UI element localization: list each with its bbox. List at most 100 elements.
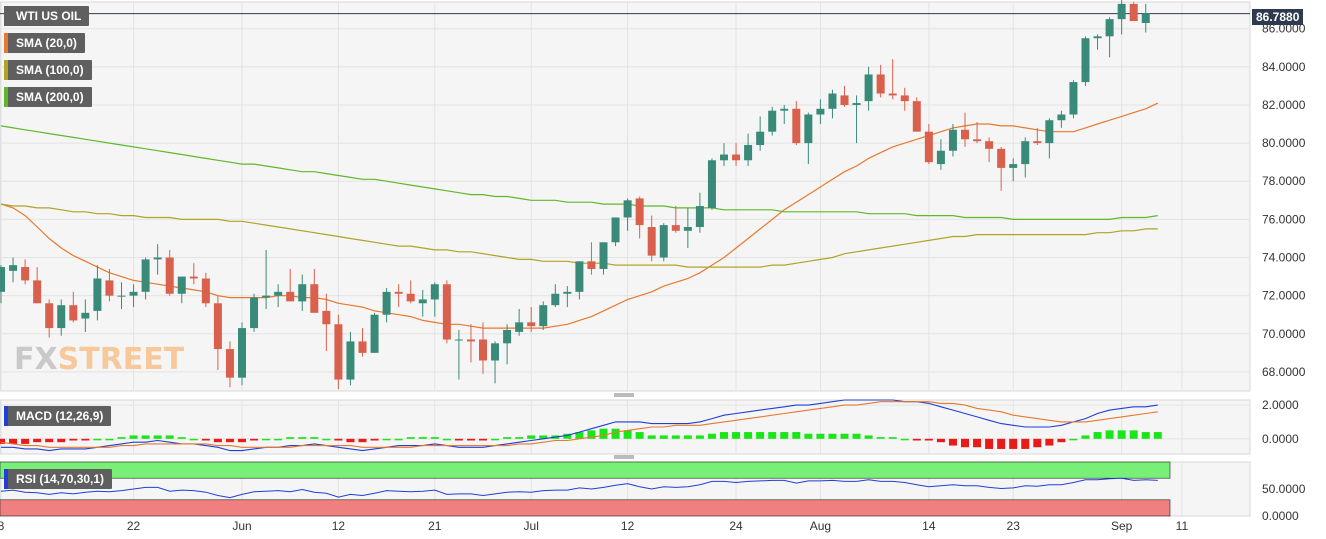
candle-body <box>647 227 656 256</box>
legend-macd[interactable]: MACD (12,26,9) <box>4 406 112 426</box>
legend-sma100-label: SMA (100,0) <box>16 63 84 77</box>
macd-histogram-bar <box>864 435 873 439</box>
macd-histogram-bar <box>1153 432 1162 439</box>
legend-sma200[interactable]: SMA (200,0) <box>4 87 92 107</box>
candle-body <box>1141 13 1150 23</box>
x-tick-label: Sep <box>1111 519 1133 533</box>
x-tick-label: 14 <box>922 519 936 533</box>
candle-body <box>141 259 150 292</box>
macd-histogram-bar <box>322 438 331 441</box>
candle-body <box>539 305 548 327</box>
legend-macd-label: MACD (12,26,9) <box>16 409 104 423</box>
candle-body <box>780 108 789 111</box>
macd-histogram-bar <box>81 438 90 441</box>
macd-histogram-bar <box>744 432 753 439</box>
candle-body <box>683 227 692 231</box>
macd-histogram-bar <box>985 438 994 449</box>
x-tick-label: 12 <box>332 519 346 533</box>
macd-histogram-bar <box>165 435 174 439</box>
macd-histogram-bar <box>105 438 114 441</box>
sma-line-2 <box>0 125 1158 220</box>
candle-body <box>394 291 403 294</box>
candle-body <box>563 291 572 294</box>
candle-body <box>129 291 138 296</box>
macd-histogram-bar <box>924 438 933 441</box>
candle-body <box>973 139 982 142</box>
macd-histogram-bar <box>804 433 813 439</box>
candle-body <box>503 329 512 344</box>
macd-histogram-bar <box>141 435 150 439</box>
rsi-oversold-band <box>0 499 1171 517</box>
candle-body <box>382 291 391 315</box>
macd-histogram-bar <box>442 438 451 441</box>
y-tick-label: 74.0000 <box>1262 251 1306 265</box>
candle-body <box>852 103 861 105</box>
watermark-part1: FX <box>14 342 58 377</box>
macd-histogram-bar <box>370 438 379 441</box>
candle-body <box>81 312 90 319</box>
macd-y-tick-label: 2.0000 <box>1262 398 1299 412</box>
candle-body <box>816 108 825 115</box>
candle-body <box>33 280 42 304</box>
macd-histogram-bar <box>539 435 548 439</box>
legend-main-label: WTI US OIL <box>16 9 82 23</box>
macd-histogram-bar <box>286 437 295 439</box>
candle-body <box>792 108 801 144</box>
candle-body <box>924 131 933 163</box>
candle-body <box>659 225 668 258</box>
legend-sma20-label: SMA (20,0) <box>16 36 77 50</box>
candle-body <box>370 314 379 353</box>
candle-body <box>1033 141 1042 144</box>
candle-body <box>732 154 741 161</box>
macd-histogram-bar <box>599 428 608 439</box>
macd-histogram-bar <box>1141 432 1150 439</box>
candle-body <box>418 299 427 304</box>
legend-sma20[interactable]: SMA (20,0) <box>4 33 85 53</box>
legend-main[interactable]: WTI US OIL <box>4 6 90 26</box>
candle-body <box>1021 141 1030 165</box>
candle-body <box>491 343 500 361</box>
macd-histogram-bar <box>238 438 246 443</box>
candle-body <box>961 129 969 140</box>
macd-histogram-bar <box>466 438 475 441</box>
macd-histogram-bar <box>707 433 716 439</box>
candle-body <box>756 131 765 146</box>
x-tick-label: 21 <box>428 519 442 533</box>
macd-histogram-bar <box>346 438 355 443</box>
candle-body <box>804 114 813 144</box>
candle-body <box>527 322 536 327</box>
candle-body <box>213 303 222 350</box>
macd-histogram-bar <box>732 432 741 439</box>
macd-histogram-bar <box>1069 438 1078 441</box>
macd-histogram-bar <box>1021 438 1030 449</box>
macd-histogram-bar <box>0 438 5 444</box>
candle-body <box>442 284 451 340</box>
candle-body <box>334 324 343 380</box>
candle-body <box>322 310 331 325</box>
x-tick-label: Jun <box>232 519 251 533</box>
candle-body <box>21 267 30 281</box>
candle-body <box>1069 82 1078 115</box>
macd-histogram-bar <box>623 430 632 439</box>
candle-body <box>479 339 487 361</box>
macd-histogram-bar <box>876 437 885 439</box>
candle-body <box>635 198 644 226</box>
pane-1-background <box>0 399 1251 455</box>
candle-body <box>515 322 524 332</box>
macd-histogram-bar <box>430 437 439 439</box>
candle-body <box>671 225 680 231</box>
candle-body <box>828 93 837 109</box>
candle-body <box>358 341 367 353</box>
macd-histogram-bar <box>611 428 620 439</box>
candle-body <box>201 278 210 304</box>
legend-rsi[interactable]: RSI (14,70,30,1) <box>4 469 113 489</box>
candle-body <box>286 291 295 302</box>
y-tick-label: 76.0000 <box>1262 212 1306 226</box>
candle-body <box>105 280 114 296</box>
legend-sma100[interactable]: SMA (100,0) <box>4 60 92 80</box>
macd-histogram-bar <box>298 437 307 439</box>
macd-histogram-bar <box>756 432 765 439</box>
macd-histogram-bar <box>768 432 777 439</box>
candle-body <box>551 293 560 306</box>
